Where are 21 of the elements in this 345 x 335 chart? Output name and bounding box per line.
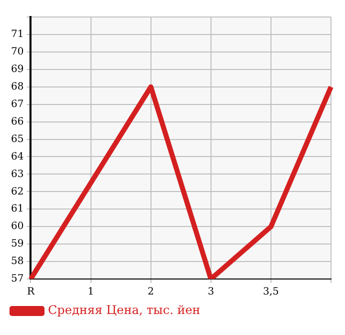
y-tick-label: 67 [10,98,24,110]
y-tick-label: 65 [10,134,24,145]
x-tick-label: 3,5 [262,286,279,298]
y-tick-label: 58 [10,256,24,268]
legend-label: Средняя Цена, тыс. йен [48,303,200,318]
y-tick-label: 66 [10,116,24,128]
y-tick-label: 63 [10,168,24,180]
x-tick-label: 2 [148,286,154,298]
y-tick-label: 71 [10,29,24,40]
y-tick-label: 62 [10,186,24,198]
y-tick-label: 64 [10,151,24,162]
y-tick-label: 68 [10,81,24,92]
y-tick-label: 60 [10,221,24,232]
y-tick-label: 57 [10,274,24,285]
y-tick-label: 69 [10,64,24,75]
y-tick-label: 59 [10,238,24,250]
x-tick-label: 1 [88,286,94,298]
x-tick-label: R [26,286,35,298]
y-tick-label: 70 [10,46,24,58]
x-tick-label: 3 [208,286,214,298]
y-tick-label: 61 [10,204,24,215]
